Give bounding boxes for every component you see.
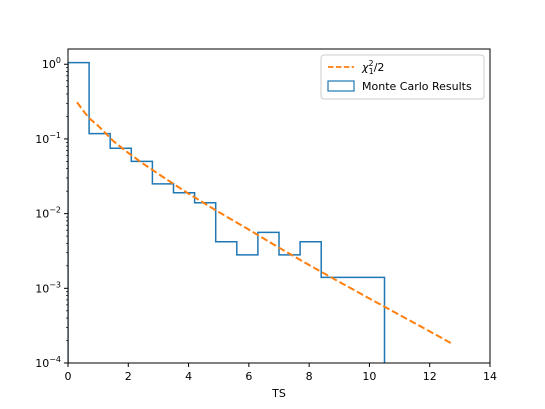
legend-label-chi2: χ2 1/2 [361, 59, 384, 76]
legend: χ2 1/2 Monte Carlo Results [320, 54, 485, 100]
x-tick-label: 10 [362, 370, 376, 383]
y-axis: 10−4 10−3 10−2 10−1 100 [35, 56, 68, 370]
chi2-curve [76, 101, 452, 344]
y-tick-label: 10−2 [35, 206, 61, 221]
x-tick-label: 14 [483, 370, 497, 383]
legend-label-monte-carlo: Monte Carlo Results [362, 80, 472, 93]
x-tick-label: 2 [125, 370, 132, 383]
monte-carlo-histogram [68, 61, 386, 363]
x-tick-label: 6 [245, 370, 252, 383]
x-tick-label: 8 [306, 370, 313, 383]
y-tick-label: 100 [42, 56, 61, 71]
x-tick-label: 0 [65, 370, 72, 383]
x-tick-label: 12 [423, 370, 437, 383]
x-tick-label: 4 [185, 370, 192, 383]
y-tick-label: 10−4 [35, 355, 61, 370]
y-tick-label: 10−1 [35, 131, 61, 146]
plot-frame [67, 48, 491, 364]
y-tick-label: 10−3 [35, 280, 61, 295]
x-axis: 0 2 4 6 8 10 12 14 [65, 363, 497, 383]
legend-marker-monte-carlo [327, 80, 355, 92]
series-layer [68, 61, 452, 363]
x-axis-label: TS [271, 387, 286, 400]
legend-box [320, 54, 485, 100]
